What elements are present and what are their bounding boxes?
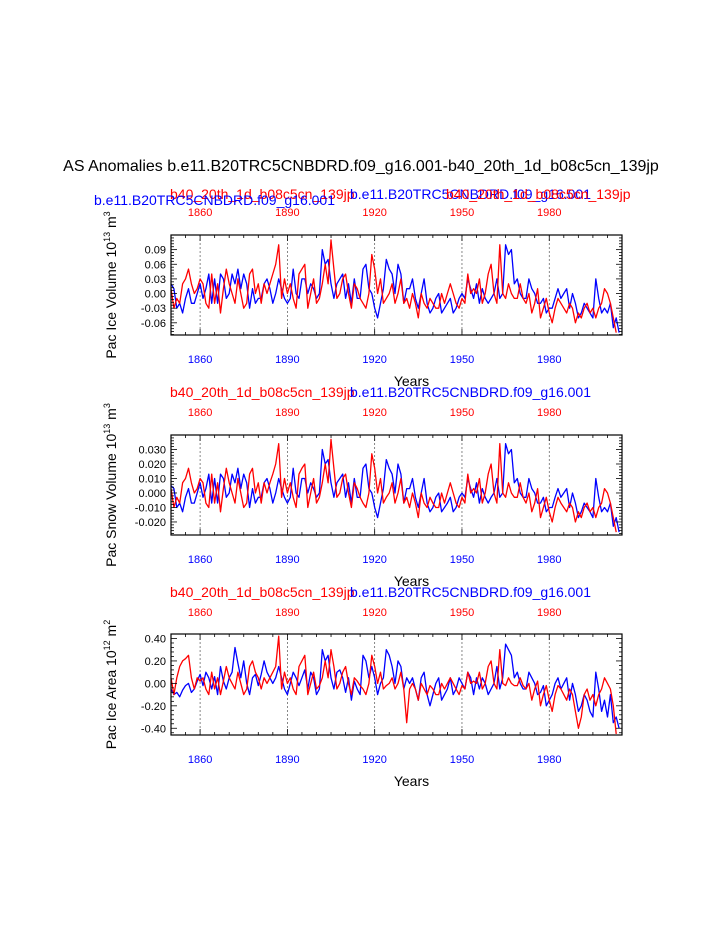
top-x-tick-label: 1980 — [537, 207, 561, 219]
x-axis-label: Years — [394, 373, 429, 389]
chart-panel: -0.020 -0.010 0.000 0.010 0.020 0.030 1860 1860… — [102, 384, 623, 589]
y-tick-label: 0.00 — [145, 678, 166, 690]
top-x-tick-label: 1860 — [188, 207, 212, 219]
y-tick-label: 0.06 — [145, 259, 166, 271]
y-tick-label: 0.40 — [145, 633, 166, 645]
y-axis-label: Pac Snow Volume 1013 m3 — [102, 403, 119, 567]
plot-frame — [170, 633, 623, 736]
x-tick-label: 1860 — [188, 754, 212, 766]
y-tick-label: 0.03 — [145, 274, 166, 286]
x-tick-label: 1860 — [188, 354, 212, 366]
y-tick-label: 0.20 — [145, 656, 166, 668]
y-tick-label: 0.020 — [138, 459, 166, 471]
y-tick-label: 0.030 — [138, 444, 166, 456]
top-x-tick-label: 1890 — [275, 407, 299, 419]
top-x-tick-label: 1980 — [537, 407, 561, 419]
run-label: b.e11.B20TRC5CNBDRD.f09_g16.001 — [350, 384, 591, 400]
top-x-tick-label: 1950 — [450, 207, 474, 219]
x-tick-label: 1980 — [537, 554, 561, 566]
y-tick-label: 0.09 — [145, 245, 166, 257]
y-axis-label: Pac Ice Volume 1013 m3 — [102, 211, 119, 358]
x-axis-label: Years — [394, 573, 429, 589]
top-x-tick-label: 1920 — [362, 607, 386, 619]
top-x-tick-label: 1980 — [537, 607, 561, 619]
top-x-tick-label: 1950 — [450, 407, 474, 419]
run-label: b40_20th_1d_b08c5cn_139jp — [170, 584, 355, 600]
top-x-tick-label: 1950 — [450, 607, 474, 619]
run-label: b.e11.B20TRC5CNBDRD.f09_g16.001 — [94, 192, 335, 208]
top-x-tick-label: 1920 — [362, 407, 386, 419]
y-tick-label: -0.03 — [141, 303, 166, 315]
chart-panel: -0.40 -0.20 0.00 0.20 0.40 1860 1860 1890 1890 19… — [102, 584, 623, 789]
y-tick-label: 0.000 — [138, 488, 166, 500]
chart-panel: -0.06 -0.03 0.00 0.03 0.06 0.09 1860 1860 1890 18… — [94, 186, 631, 389]
series-line — [170, 239, 617, 333]
x-tick-label: 1920 — [362, 354, 386, 366]
x-tick-label: 1890 — [275, 354, 299, 366]
y-tick-label: -0.020 — [135, 517, 166, 529]
top-x-tick-label: 1860 — [188, 407, 212, 419]
run-label: b40_20th_1d_b08c5cn_139jp — [446, 186, 631, 202]
run-label: b40_20th_1d_b08c5cn_139jp — [170, 384, 355, 400]
y-tick-label: -0.20 — [141, 701, 166, 713]
top-x-tick-label: 1860 — [188, 607, 212, 619]
top-x-tick-label: 1920 — [362, 207, 386, 219]
x-tick-label: 1890 — [275, 554, 299, 566]
series-line — [170, 244, 620, 333]
x-tick-label: 1980 — [537, 354, 561, 366]
x-axis-label: Years — [394, 773, 429, 789]
top-x-tick-label: 1890 — [275, 607, 299, 619]
run-label: b.e11.B20TRC5CNBDRD.f09_g16.001 — [350, 186, 591, 202]
x-tick-label: 1920 — [362, 554, 386, 566]
run-label: b40_20th_1d_b08c5cn_139jp — [170, 186, 355, 202]
top-x-tick-label: 1890 — [275, 207, 299, 219]
x-tick-label: 1950 — [450, 754, 474, 766]
x-tick-label: 1950 — [450, 554, 474, 566]
x-tick-label: 1950 — [450, 354, 474, 366]
series-line — [170, 635, 617, 734]
x-tick-label: 1890 — [275, 754, 299, 766]
plot-frame — [170, 434, 623, 536]
series-line — [170, 438, 617, 533]
y-axis-label: Pac Ice Area 1012 m2 — [102, 620, 119, 749]
x-tick-label: 1920 — [362, 754, 386, 766]
x-tick-label: 1980 — [537, 754, 561, 766]
y-tick-label: 0.00 — [145, 289, 166, 301]
y-tick-label: -0.06 — [141, 318, 166, 330]
series-line — [170, 643, 620, 729]
run-label: b.e11.B20TRC5CNBDRD.f09_g16.001 — [350, 584, 591, 600]
y-tick-label: -0.40 — [141, 723, 166, 735]
x-tick-label: 1860 — [188, 554, 212, 566]
figure-title: AS Anomalies b.e11.B20TRC5CNBDRD.f09_g16… — [63, 158, 659, 175]
y-tick-label: 0.010 — [138, 473, 166, 485]
y-tick-label: -0.010 — [135, 502, 166, 514]
